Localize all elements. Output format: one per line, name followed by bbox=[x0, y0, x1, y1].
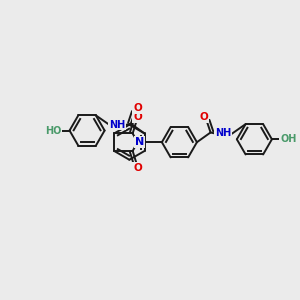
Text: OH: OH bbox=[280, 134, 297, 144]
Text: O: O bbox=[133, 103, 142, 113]
Text: O: O bbox=[133, 112, 142, 122]
Text: HO: HO bbox=[45, 125, 61, 136]
Text: N: N bbox=[135, 137, 144, 147]
Text: O: O bbox=[200, 112, 208, 122]
Text: NH: NH bbox=[215, 128, 231, 138]
Text: NH: NH bbox=[109, 120, 125, 130]
Text: O: O bbox=[133, 163, 142, 172]
